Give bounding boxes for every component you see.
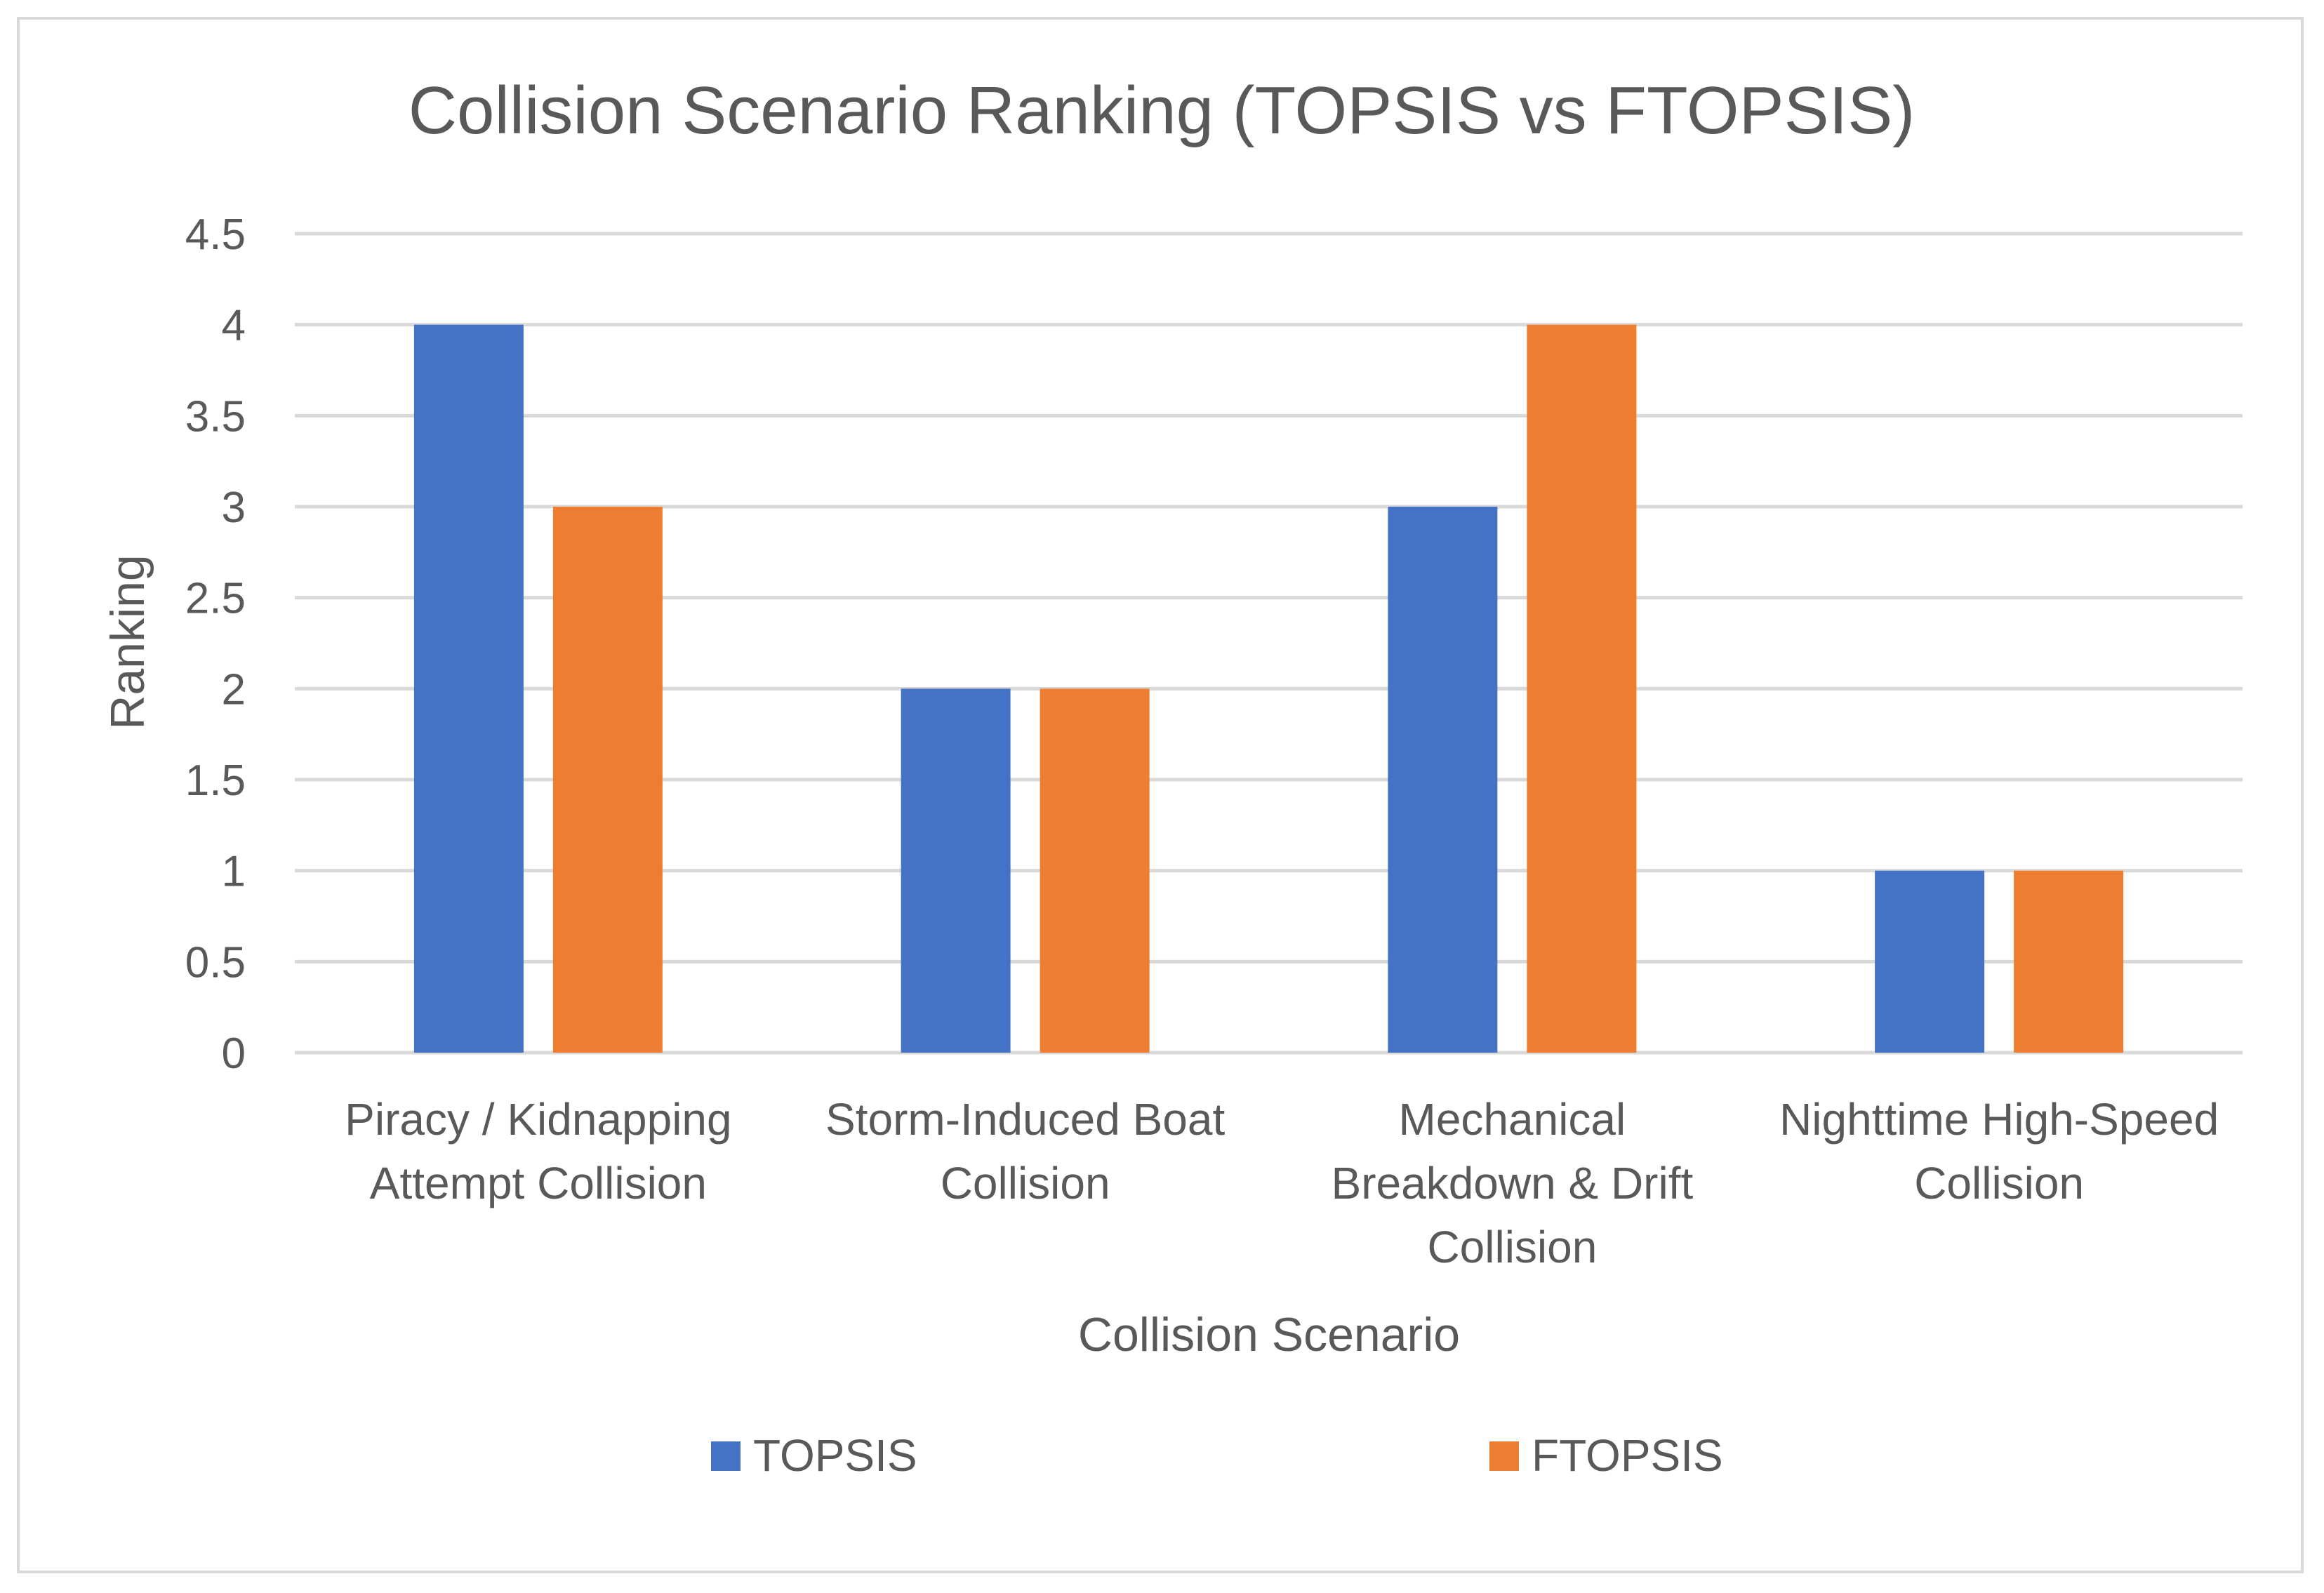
x-tick-label: Mechanical: [1399, 1094, 1626, 1145]
x-tick-label: Attempt Collision: [370, 1158, 707, 1208]
bars: [413, 324, 2124, 1053]
legend-swatch-topsis: [711, 1441, 741, 1471]
y-tick-label: 4: [222, 302, 246, 350]
chart-frame: [17, 17, 2304, 1573]
y-tick-label: 1.5: [185, 756, 246, 805]
y-tick-label: 0: [222, 1029, 246, 1078]
y-tick-label: 4.5: [185, 211, 246, 259]
x-tick-label: Storm-Induced Boat: [825, 1094, 1225, 1145]
bar-ftopsis-4: [2014, 870, 2124, 1053]
bar-topsis-4: [1875, 870, 1985, 1053]
y-tick-label: 1: [222, 848, 246, 896]
x-tick-label: Piracy / Kidnapping: [345, 1094, 731, 1145]
y-tick-label: 3: [222, 484, 246, 532]
bar-ftopsis-1: [552, 507, 663, 1053]
legend-label-ftopsis: FTOPSIS: [1532, 1430, 1723, 1481]
x-tick-label: Nighttime High-Speed: [1779, 1094, 2219, 1145]
x-tick-label: Collision: [941, 1158, 1110, 1208]
chart-title: Collision Scenario Ranking (TOPSIS vs FT…: [409, 73, 1915, 148]
y-tick-label: 2.5: [185, 575, 246, 623]
x-tick-label: Collision: [1914, 1158, 2084, 1208]
y-tick-label: 0.5: [185, 938, 246, 987]
y-axis-ticks: 0 0.5 1 1.5 2 2.5 3 3.5 4 4.5: [185, 211, 246, 1078]
x-axis-title: Collision Scenario: [1078, 1308, 1460, 1361]
bar-ftopsis-3: [1527, 324, 1637, 1053]
bar-topsis-1: [413, 324, 524, 1053]
y-tick-label: 3.5: [185, 392, 246, 441]
legend-swatch-ftopsis: [1489, 1441, 1519, 1471]
bar-ftopsis-2: [1040, 688, 1150, 1053]
x-tick-label: Collision: [1427, 1222, 1597, 1272]
legend-label-topsis: TOPSIS: [753, 1430, 917, 1481]
y-tick-label: 2: [222, 665, 246, 714]
legend: TOPSIS FTOPSIS: [711, 1430, 1723, 1481]
y-axis-title: Ranking: [101, 554, 154, 730]
x-axis-ticks: Piracy / Kidnapping Attempt Collision Stor…: [345, 1094, 2219, 1272]
bar-topsis-3: [1388, 507, 1498, 1053]
x-tick-label: Breakdown & Drift: [1332, 1158, 1694, 1208]
bar-topsis-2: [901, 688, 1011, 1053]
